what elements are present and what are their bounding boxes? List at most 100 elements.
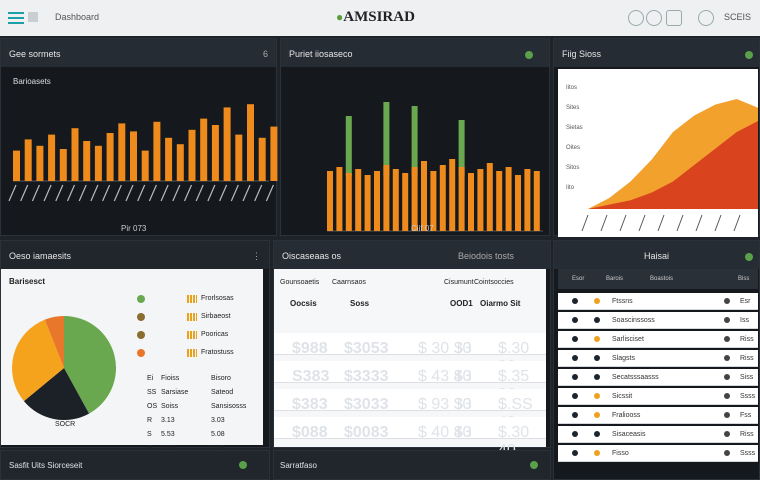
bar-green — [458, 120, 465, 176]
pie-panel: Oeso iamaesits ⋮ Barisesct SOCR Frorlsosa… — [0, 240, 270, 452]
bar-chart: Pir 073 — [8, 104, 278, 233]
bar — [235, 134, 243, 181]
breadcrumb[interactable]: Dashboard — [55, 12, 100, 22]
bar — [505, 167, 512, 231]
list-item[interactable]: Sicssit Ssss — [558, 388, 758, 405]
pie-slice — [64, 316, 117, 414]
panel-menu[interactable]: 6 — [262, 49, 268, 59]
list-item[interactable]: Slagsts Riss — [558, 350, 758, 367]
bar — [355, 169, 362, 231]
bar-green — [383, 102, 390, 176]
x-tick — [581, 214, 589, 232]
bar-chart-panel-2: Puriet iiosaseco Ciif 07 — [280, 38, 550, 236]
list-item[interactable]: Ftssns Esr — [558, 293, 758, 310]
x-tick — [676, 214, 684, 232]
list-item[interactable]: Secatsssaasss Siss — [558, 369, 758, 386]
panel-header: Haisai — [554, 241, 759, 269]
refresh-icon[interactable] — [646, 10, 662, 26]
bar — [94, 145, 102, 181]
bottom-title: Sasfit Uits Siorceseit — [9, 461, 83, 470]
list-value: Riss — [740, 431, 754, 438]
bar — [118, 123, 126, 181]
list-label: Sisaceasis — [612, 431, 646, 438]
table-cell: $3 — [454, 396, 472, 413]
bar — [468, 173, 474, 231]
table-cell: $3053 — [344, 340, 389, 357]
status-dot — [530, 461, 538, 469]
legend-bar — [187, 331, 197, 339]
table-row[interactable]: $088$0083$ 40 40$3$.30 40 — [274, 417, 546, 459]
x-axis-label: Ciif 07 — [411, 224, 434, 233]
list-item[interactable]: Fraliooss Fss — [558, 407, 758, 424]
list-item[interactable]: Fisso Ssss — [558, 445, 758, 462]
panel-header: Puriet iiosaseco — [281, 39, 549, 67]
list-value: Esr — [740, 298, 751, 305]
bar — [345, 173, 352, 231]
tick-label — [160, 184, 169, 202]
list-value: Siss — [740, 374, 754, 381]
legend-bar — [187, 295, 197, 303]
legend-label: Sirbaeost — [201, 313, 231, 320]
list-item[interactable]: Sarlisciset Riss — [558, 331, 758, 348]
list-item[interactable]: Soascinssoss Iss — [558, 312, 758, 329]
bar — [24, 139, 32, 181]
x-axis-label: Pir 073 — [121, 224, 147, 233]
list-item[interactable]: Sisaceasis Riss — [558, 426, 758, 443]
bar — [106, 133, 114, 181]
status-dot — [525, 51, 533, 59]
list-label: Fraliooss — [612, 412, 641, 419]
user-icon[interactable] — [698, 10, 714, 26]
tick-label — [20, 184, 29, 202]
toggle-icon[interactable] — [628, 10, 644, 26]
bottom-bar-1: Sasfit Uits Siorceseit — [0, 450, 270, 480]
column-header[interactable]: Gounsoaetis — [280, 279, 320, 286]
x-tick — [733, 214, 741, 232]
bar — [223, 107, 231, 181]
user-name[interactable]: SCEIS — [724, 12, 752, 22]
x-tick — [657, 214, 665, 232]
pie-slice — [23, 368, 90, 420]
bar — [71, 128, 79, 181]
bar — [188, 129, 196, 181]
bar — [36, 145, 44, 181]
list-label: Sicssit — [612, 393, 633, 400]
table-row[interactable]: S383$3333$ 43 40$3$.35 36 — [274, 361, 546, 403]
legend-label: Pooricas — [201, 331, 229, 338]
bar-green — [411, 106, 418, 176]
table-row[interactable]: $988$3053$ 30 30$3$.30 30 — [274, 333, 546, 375]
area-red — [588, 121, 758, 209]
bar — [486, 163, 493, 231]
column-header[interactable]: Caarnsaos — [332, 279, 366, 286]
bar — [336, 167, 343, 231]
bar — [402, 173, 409, 231]
column-header[interactable]: Cisumunt — [444, 279, 474, 286]
legend-value: R — [147, 417, 153, 424]
grid-icon[interactable] — [28, 12, 38, 22]
pie-chart — [11, 316, 117, 420]
menu-icon[interactable] — [8, 12, 24, 24]
legend-bar — [187, 349, 197, 357]
legend-value: 3.03 — [211, 417, 225, 424]
tick-label — [78, 184, 87, 202]
column-header[interactable]: Cointsoccies — [474, 279, 514, 286]
y-tick-label: Iito — [566, 185, 575, 191]
tick-label — [242, 184, 251, 202]
bar-green — [345, 116, 352, 176]
bar — [524, 169, 531, 231]
tick-label — [8, 184, 17, 202]
table-cell: $3 — [454, 424, 472, 441]
table-row[interactable]: $383$3033$ 93 30$3$.SS 43 — [274, 389, 546, 431]
tick-label — [43, 184, 52, 202]
bar — [449, 159, 456, 231]
list-label: Fisso — [612, 450, 629, 457]
bar-chart-2: Ciif 07 — [327, 102, 543, 233]
tick-label — [207, 184, 216, 202]
legend-value: S — [147, 431, 152, 438]
table-cell: $ 40 40 — [418, 424, 472, 441]
panel-menu[interactable]: ⋮ — [252, 251, 261, 261]
lock-icon[interactable] — [666, 10, 682, 26]
legend-value: OS — [147, 403, 158, 410]
legend-value: Ei — [147, 375, 154, 382]
right-table-header: Esor Barois Boastois Biss — [558, 269, 758, 289]
column-subheader: Soss — [350, 299, 370, 308]
